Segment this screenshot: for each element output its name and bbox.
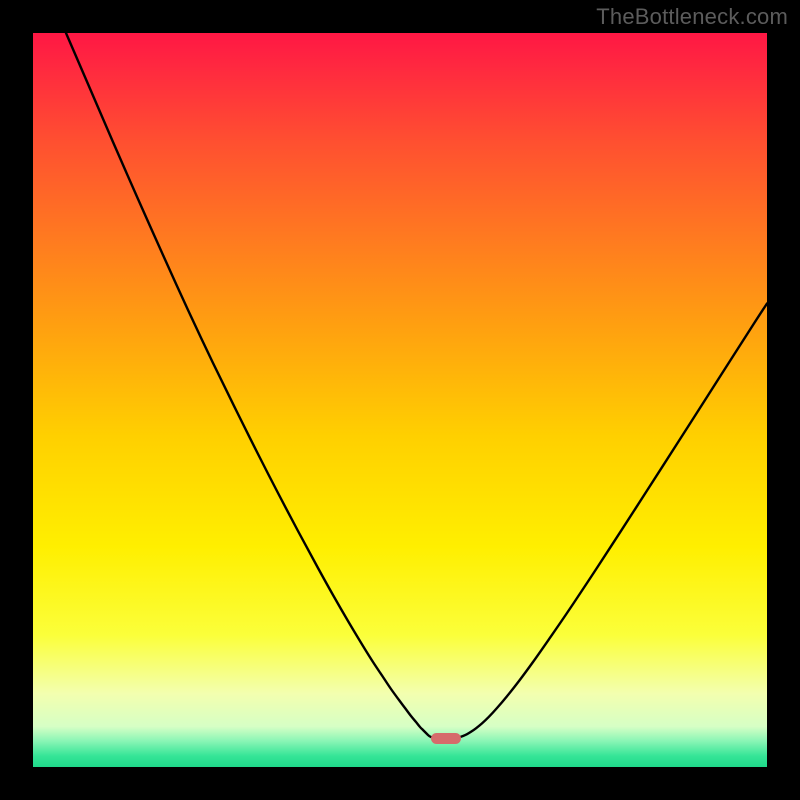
gradient-background	[33, 33, 767, 767]
chart-svg	[33, 33, 767, 767]
chart-container: { "source_watermark": "TheBottleneck.com…	[0, 0, 800, 800]
plot-area	[33, 33, 767, 767]
minimum-marker	[431, 733, 461, 744]
source-watermark: TheBottleneck.com	[596, 4, 788, 30]
